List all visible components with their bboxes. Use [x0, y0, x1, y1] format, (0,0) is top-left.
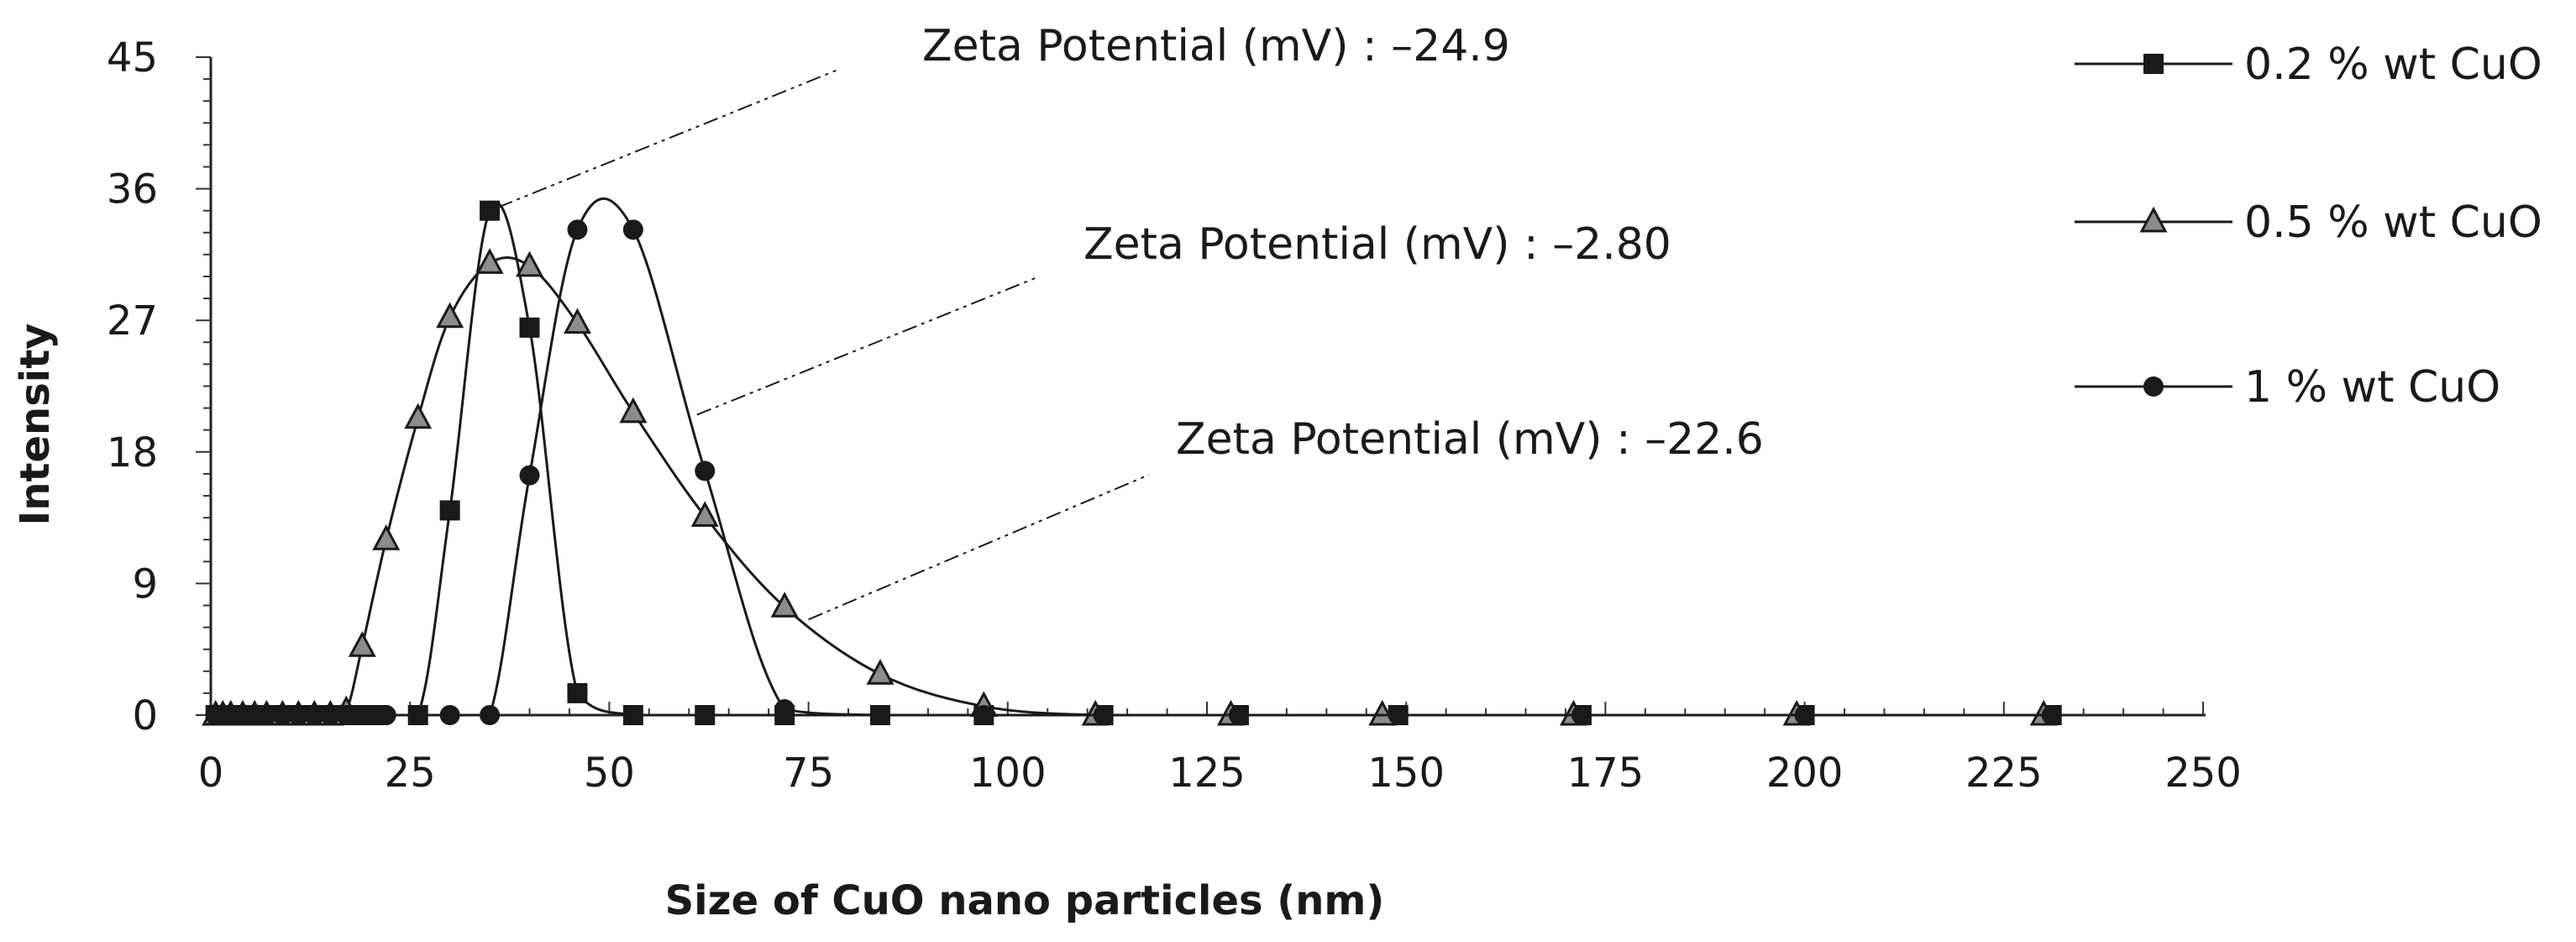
- data-point: [563, 308, 591, 334]
- data-point: [1794, 705, 1815, 725]
- legend-marker: [2143, 376, 2164, 397]
- data-point: [404, 403, 433, 429]
- data-point: [256, 705, 277, 725]
- annotation-leaders: [497, 68, 1150, 621]
- annotation-leader-line: [808, 474, 1150, 621]
- data-point: [2041, 705, 2062, 725]
- data-point: [1093, 705, 1114, 725]
- data-point: [272, 705, 293, 725]
- data-point: [288, 705, 309, 725]
- series-triangle: [202, 248, 2058, 726]
- data-point: [1388, 705, 1409, 725]
- data-point: [774, 699, 795, 720]
- x-tick-label: 150: [1367, 750, 1445, 797]
- annotations: Zeta Potential (mV) : –24.9 Zeta Potentia…: [922, 21, 1764, 465]
- data-point: [336, 705, 357, 725]
- x-tick-label: 75: [783, 750, 834, 797]
- y-tick-label: 0: [132, 692, 158, 739]
- legend-item: 0.5 % wt CuO: [2075, 197, 2542, 248]
- legend-label: 1 % wt CuO: [2244, 362, 2500, 413]
- legend-item: 0.2 % wt CuO: [2075, 39, 2542, 90]
- data-point: [1368, 699, 1397, 726]
- data-point: [519, 317, 540, 338]
- series-line: [215, 197, 2052, 717]
- zeta-annotation: Zeta Potential (mV) : –24.9: [922, 21, 1510, 71]
- data-point: [516, 250, 544, 277]
- data-point: [690, 501, 719, 527]
- data-point: [480, 705, 501, 725]
- legend-label: 0.5 % wt CuO: [2244, 197, 2542, 248]
- data-point: [436, 302, 464, 329]
- x-tick-label: 200: [1766, 750, 1844, 797]
- y-tick-label: 9: [132, 560, 158, 608]
- x-tick-label: 125: [1168, 750, 1246, 797]
- data-point: [973, 705, 994, 725]
- x-tick-label: 100: [969, 750, 1047, 797]
- y-tick-label: 27: [107, 297, 158, 345]
- y-axis-title: Intensity: [12, 324, 59, 526]
- annotation-leader-line: [696, 276, 1038, 416]
- x-tick-label: 0: [198, 750, 224, 797]
- data-point: [622, 705, 643, 725]
- data-point: [352, 705, 373, 725]
- data-point: [869, 705, 890, 725]
- data-point: [695, 705, 716, 725]
- x-tick-label: 225: [1965, 750, 2043, 797]
- data-point: [320, 705, 341, 725]
- data-point: [304, 705, 325, 725]
- data-point: [475, 248, 504, 274]
- data-point: [567, 682, 588, 703]
- axis-ticks: 0 25 50 75 100 125 150 175 200 225 250 0 9 18 27 36 45: [107, 34, 2242, 797]
- zeta-annotation: Zeta Potential (mV) : –2.80: [1083, 219, 1671, 270]
- data-point: [567, 219, 588, 240]
- data-point: [439, 705, 460, 725]
- x-tick-label: 175: [1567, 750, 1645, 797]
- zeta-annotation: Zeta Potential (mV) : –22.6: [1176, 414, 1764, 465]
- data-point: [348, 631, 376, 657]
- series-line: [215, 256, 2044, 717]
- y-tick-label: 45: [107, 34, 158, 82]
- legend-marker: [2143, 54, 2164, 74]
- y-tick-label: 18: [107, 429, 158, 476]
- x-tick-label: 25: [385, 750, 436, 797]
- data-point: [619, 397, 648, 424]
- data-point: [622, 219, 643, 240]
- series-layer: [202, 197, 2062, 726]
- legend-item: 1 % wt CuO: [2075, 362, 2500, 413]
- data-point: [480, 200, 501, 221]
- x-tick-label: 50: [584, 750, 635, 797]
- legend-marker: [2139, 206, 2168, 233]
- series-square: [205, 200, 2062, 725]
- data-point: [1571, 705, 1592, 725]
- data-point: [372, 524, 401, 550]
- data-point: [1228, 705, 1249, 725]
- data-point: [695, 460, 716, 482]
- y-tick-label: 36: [107, 166, 158, 213]
- series-circle: [205, 197, 2062, 725]
- series-line: [215, 202, 2052, 717]
- data-point: [770, 592, 799, 618]
- x-tick-label: 250: [2164, 750, 2242, 797]
- data-point: [375, 705, 396, 725]
- x-axis-title: Size of CuO nano particles (nm): [665, 877, 1385, 924]
- legend: 0.2 % wt CuO 0.5 % wt CuO 1 % wt CuO: [2075, 39, 2542, 413]
- data-point: [866, 659, 895, 685]
- annotation-leader-line: [497, 68, 841, 208]
- axes: [209, 57, 2206, 717]
- data-point: [439, 500, 460, 521]
- data-point: [519, 465, 540, 486]
- legend-label: 0.2 % wt CuO: [2244, 39, 2542, 90]
